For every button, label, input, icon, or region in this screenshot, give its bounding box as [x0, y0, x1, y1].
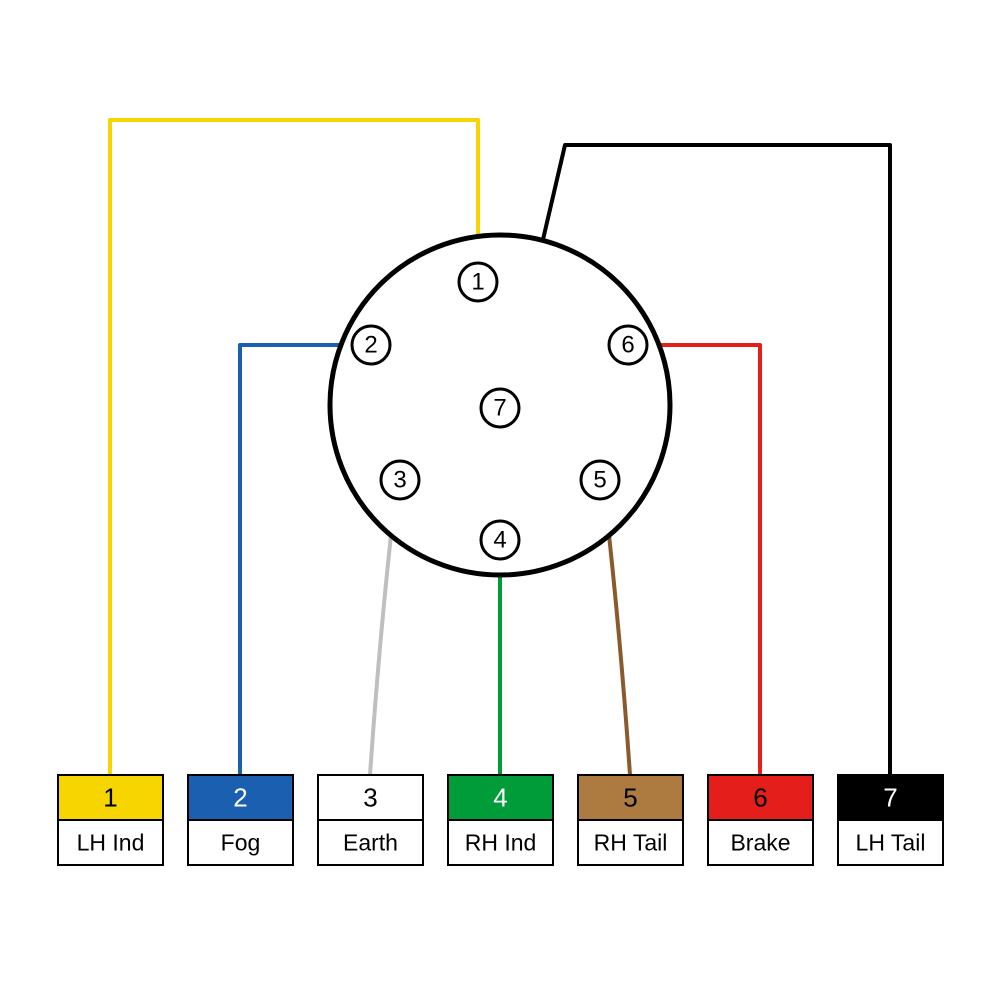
legend-item-7: 7 LH Tail [838, 775, 943, 865]
pin-1: 1 [459, 263, 497, 301]
legend-item-3: 3 Earth [318, 775, 423, 865]
legend-2-name: Fog [221, 830, 261, 856]
legend-item-1: 1 LH Ind [58, 775, 163, 865]
wiring-diagram: 1 2 3 4 5 6 7 1 LH Ind 2 Fog 3 Earth 4 RH Ind 5 RH Tail 6… [0, 0, 1000, 1000]
legend-6-number: 6 [753, 783, 767, 813]
legend-1-number: 1 [103, 783, 117, 813]
legend-7-name: LH Tail [856, 830, 926, 856]
pin-4-label: 4 [493, 527, 506, 554]
legend-5-name: RH Tail [594, 830, 668, 856]
legend-item-5: 5 RH Tail [578, 775, 683, 865]
pin-4: 4 [481, 521, 519, 559]
pin-3: 3 [381, 461, 419, 499]
legend-7-number: 7 [883, 783, 897, 813]
legend-3-name: Earth [343, 830, 398, 856]
legend-3-number: 3 [363, 783, 377, 813]
pin-7: 7 [481, 389, 519, 427]
legend-2-number: 2 [233, 783, 247, 813]
pin-6-label: 6 [621, 332, 634, 359]
legend-1-name: LH Ind [77, 830, 145, 856]
legend-4-name: RH Ind [465, 830, 537, 856]
legend-5-number: 5 [623, 783, 637, 813]
legend-6-name: Brake [730, 830, 790, 856]
pin-1-label: 1 [471, 269, 484, 296]
legend-item-4: 4 RH Ind [448, 775, 553, 865]
pin-3-label: 3 [393, 467, 406, 494]
legend-item-2: 2 Fog [188, 775, 293, 865]
legend: 1 LH Ind 2 Fog 3 Earth 4 RH Ind 5 RH Tail 6 Brake 7 L… [58, 775, 943, 865]
pin-7-label: 7 [493, 395, 506, 422]
pin-5: 5 [581, 461, 619, 499]
pin-5-label: 5 [593, 467, 606, 494]
pin-2: 2 [352, 326, 390, 364]
legend-4-number: 4 [493, 783, 507, 813]
pin-2-label: 2 [364, 332, 377, 359]
pin-6: 6 [609, 326, 647, 364]
legend-item-6: 6 Brake [708, 775, 813, 865]
